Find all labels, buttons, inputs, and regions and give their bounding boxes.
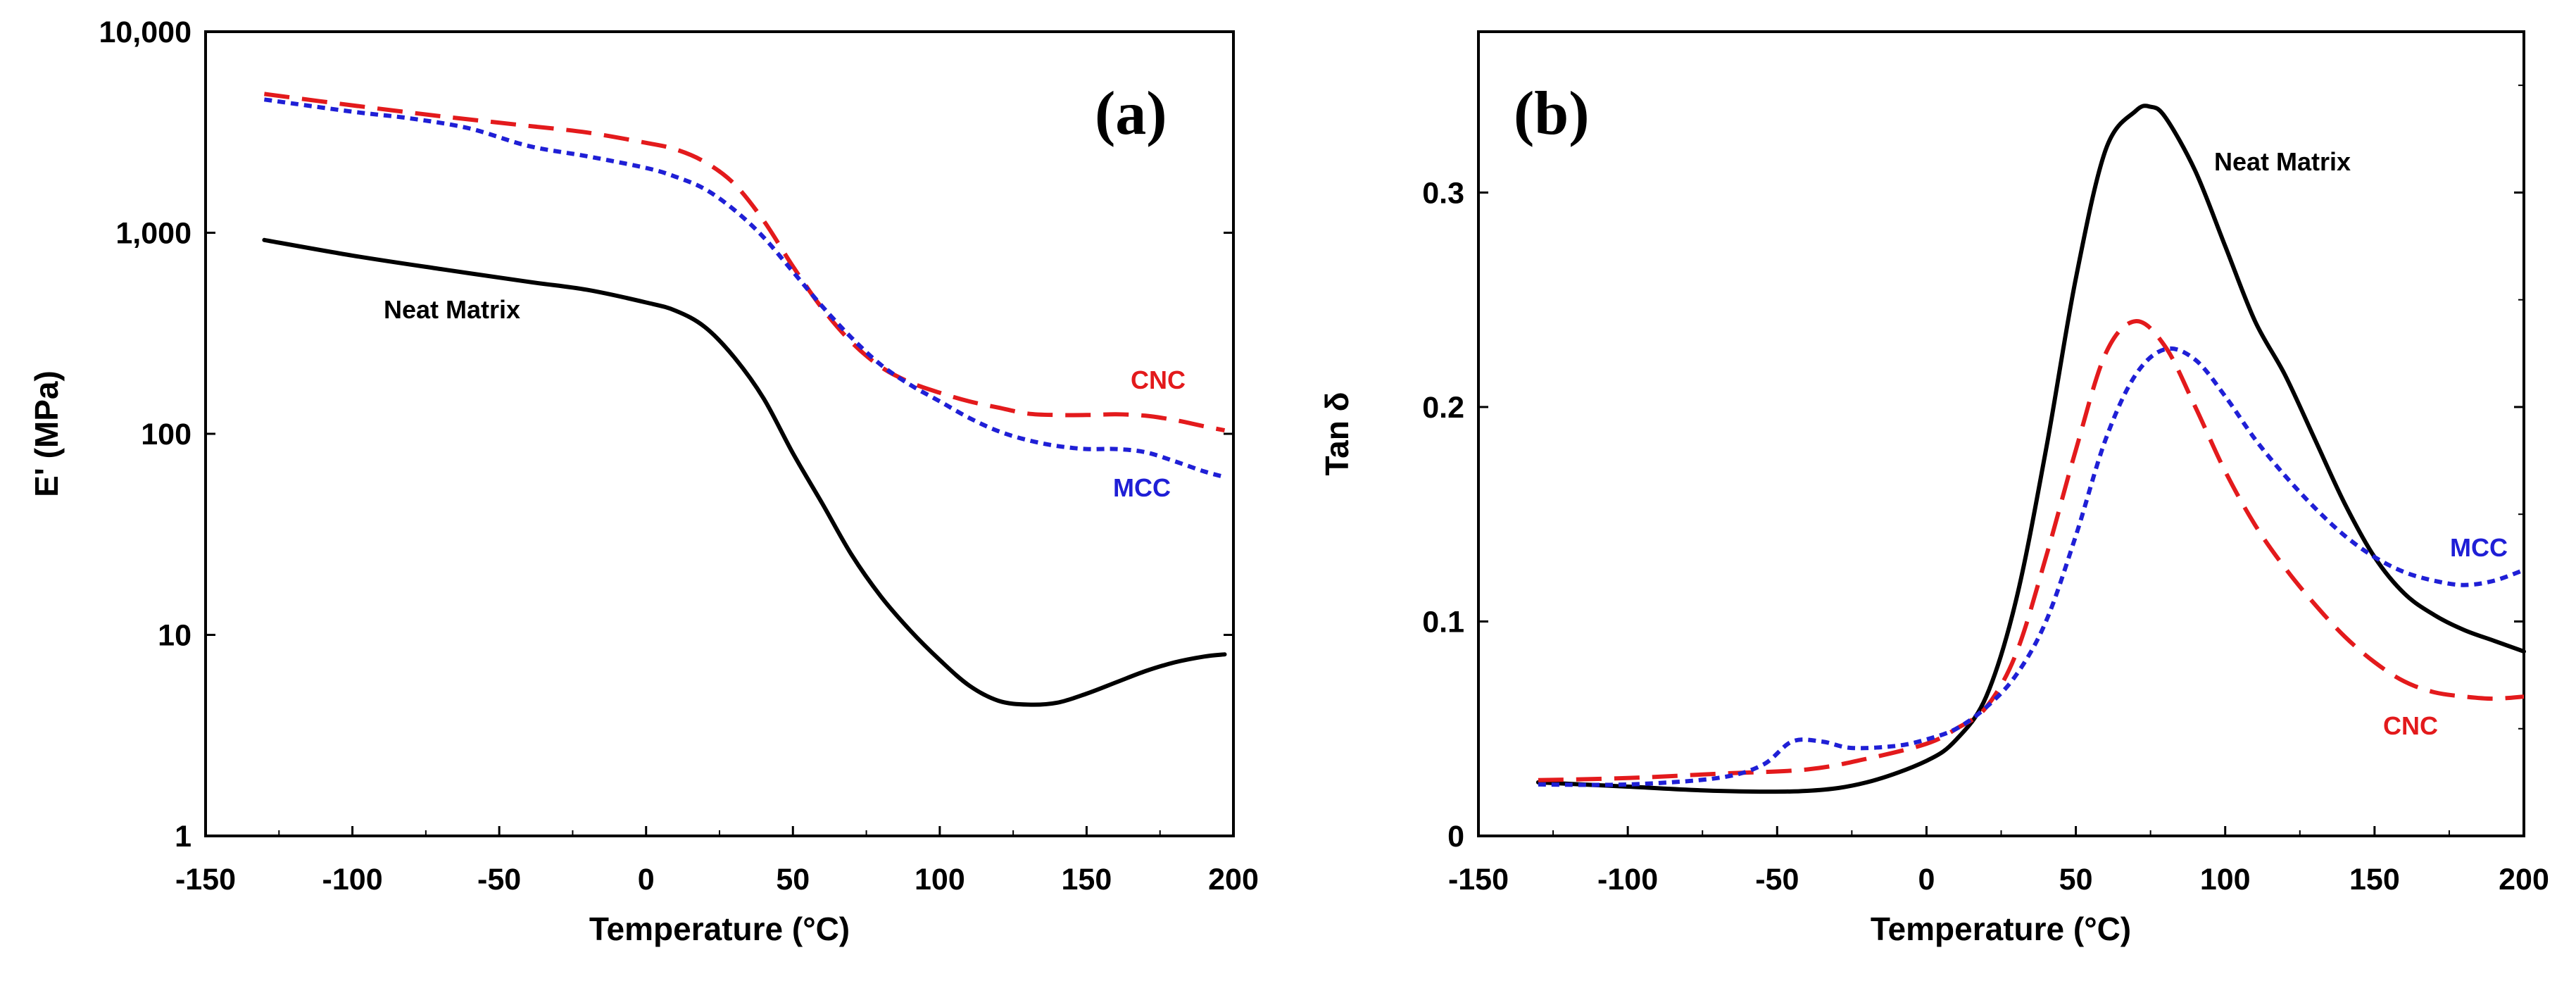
panel-b-y-tick-label: 0.2 (1422, 391, 1464, 425)
panel-b: -150 -100 -50 0 50 100 150 200 0 0.1 0.2… (1319, 30, 2549, 947)
panel-a-series-cnc (264, 92, 1226, 433)
panel-a-x-tick-label: -50 (477, 863, 521, 896)
panel-b-cnc-label: CNC (2383, 711, 2438, 740)
panel-b-series-cnc (1538, 319, 2525, 782)
panel-b-x-tick-label: 150 (2349, 863, 2400, 896)
panel-b-x-tick-label: 100 (2200, 863, 2251, 896)
panel-a-x-tick-label: 150 (1062, 863, 1112, 896)
panel-a-x-tick-label: -150 (175, 863, 236, 896)
panel-a-cnc-label: CNC (1131, 365, 1186, 394)
panel-b-x-tick-label: 0 (1918, 863, 1935, 896)
panel-b-y-axis-title: Tan δ (1319, 392, 1355, 475)
panel-a-y-tick-label: 10 (158, 619, 191, 653)
panel-a-x-tick-label: -100 (322, 863, 383, 896)
panel-b-x-tick-label: -50 (1755, 863, 1799, 896)
panel-a-y-tick-label: 10,000 (99, 15, 191, 49)
panel-b-x-tick-label: 50 (2059, 863, 2093, 896)
panel-a: -150 -100 -50 0 50 100 150 200 1 10 100 … (28, 15, 1259, 947)
panel-b-x-tick-label: -150 (1448, 863, 1509, 896)
panel-b-y-tick-label: 0.3 (1422, 177, 1464, 211)
panel-b-ticks (1477, 85, 2525, 837)
panel-b-x-tick-label: -100 (1597, 863, 1658, 896)
panel-a-y-axis-title: E' (MPa) (28, 370, 65, 497)
panel-a-ticks (204, 30, 1235, 837)
panel-a-x-tick-label: 200 (1208, 863, 1259, 896)
panel-b-label: (b) (1514, 80, 1590, 148)
panel-b-y-tick-label: 0 (1447, 820, 1464, 854)
panel-a-x-axis-title: Temperature (°C) (589, 911, 850, 947)
panel-b-y-tick-label: 0.1 (1422, 606, 1464, 639)
panel-a-series-mcc (263, 97, 1226, 480)
panel-b-series-mcc (1538, 346, 2525, 787)
panel-a-series-neat-matrix (262, 237, 1227, 707)
panel-b-series (1535, 104, 2526, 794)
panel-a-y-tick-label: 100 (141, 418, 191, 451)
panel-b-series-neat-matrix (1535, 104, 2526, 794)
panel-a-label: (a) (1095, 80, 1167, 148)
panel-b-neat-matrix-label: Neat Matrix (2214, 147, 2351, 176)
panel-a-x-tick-label: 50 (776, 863, 810, 896)
panel-b-plot-frame (1477, 30, 2525, 837)
panel-a-y-tick-label: 1 (175, 820, 191, 854)
panel-a-x-tick-label: 0 (638, 863, 655, 896)
panel-a-x-tick-label: 100 (915, 863, 965, 896)
panel-a-y-tick-label: 1,000 (115, 217, 191, 251)
panel-b-mcc-label: MCC (2450, 533, 2508, 562)
panel-b-x-axis-title: Temperature (°C) (1871, 911, 2131, 947)
panel-a-neat-matrix-label: Neat Matrix (384, 295, 520, 324)
panel-b-x-tick-label: 200 (2499, 863, 2549, 896)
panel-a-plot-frame (204, 30, 1235, 837)
panel-a-mcc-label: MCC (1113, 473, 1171, 502)
panel-a-series (262, 92, 1227, 707)
